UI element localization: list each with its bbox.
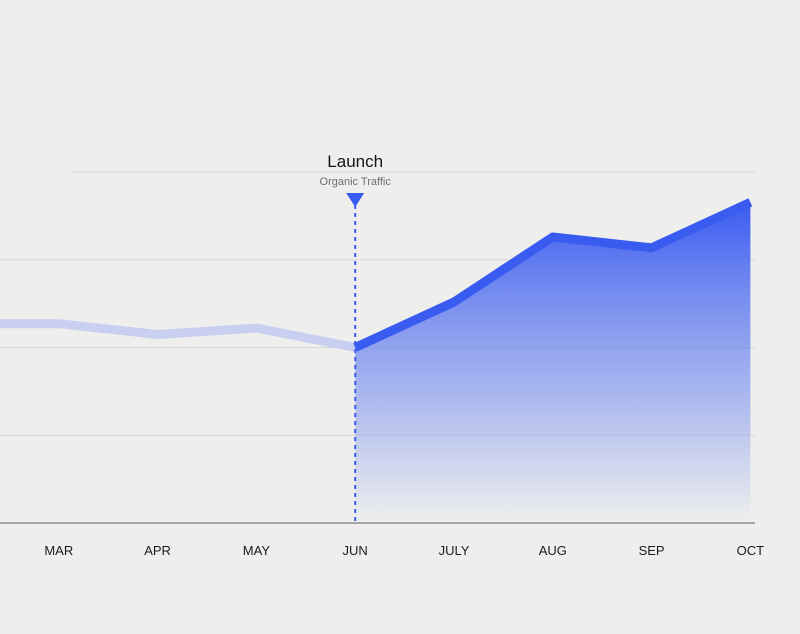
launch-annotation: Launch Organic Traffic xyxy=(320,152,392,523)
x-tick-label: APR xyxy=(144,543,171,558)
launch-subtitle: Organic Traffic xyxy=(320,176,392,188)
x-tick-label: JUN xyxy=(343,543,368,558)
x-tick-label: AUG xyxy=(539,543,567,558)
x-tick-label: OCT xyxy=(737,543,765,558)
x-tick-label: SEP xyxy=(639,543,665,558)
post-launch-area xyxy=(355,202,751,524)
pre-launch-line xyxy=(0,319,357,352)
launch-marker-triangle xyxy=(346,193,365,207)
x-tick-label: MAY xyxy=(243,543,271,558)
post-launch-line xyxy=(353,198,753,352)
x-tick-label: JULY xyxy=(439,543,470,558)
x-tick-label: MAR xyxy=(44,543,73,558)
launch-title: Launch xyxy=(327,152,383,171)
x-axis-tick-labels: MAR APR MAY JUN JULY AUG SEP OCT xyxy=(44,543,764,558)
